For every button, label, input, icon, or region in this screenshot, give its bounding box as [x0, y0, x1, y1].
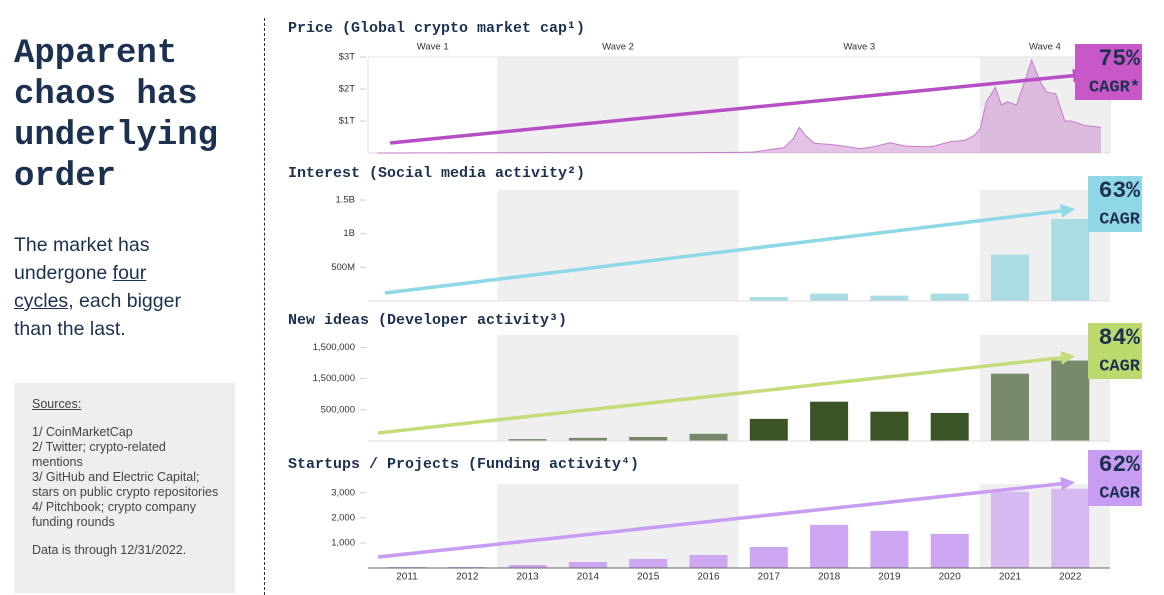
wave-band — [497, 484, 739, 568]
bar — [749, 546, 788, 568]
trend-arrow — [384, 203, 1075, 295]
bar — [629, 558, 668, 568]
bar — [689, 554, 728, 568]
cagr-label: CAGR — [1099, 357, 1141, 376]
source-item: 3/ GitHub and Electric Capital; stars on… — [32, 470, 219, 499]
cagr-label: CAGR — [1099, 210, 1141, 229]
sources-note: Data is through 12/31/2022. — [32, 543, 187, 557]
bar — [870, 411, 909, 441]
bar — [991, 373, 1029, 441]
bar — [508, 439, 547, 441]
divider — [264, 18, 265, 595]
bar — [1051, 218, 1090, 301]
source-item: 4/ Pitchbook; crypto company funding rou… — [32, 500, 196, 529]
y-tick-label: 3,000 — [331, 487, 355, 498]
slide-title: Apparent chaos has underlying order — [14, 35, 219, 196]
cagr-box — [1088, 450, 1142, 506]
bar — [810, 401, 849, 441]
x-tick-label: 2018 — [818, 572, 841, 583]
y-tick-label: 500,000 — [321, 404, 355, 415]
y-tick-label: 1B — [343, 228, 355, 239]
source-item: 2/ Twitter; crypto-related mentions — [32, 440, 166, 469]
wave-band — [497, 190, 739, 301]
bar — [870, 295, 909, 301]
y-tick-label: 1,000 — [331, 537, 355, 548]
x-tick-label: 2014 — [577, 572, 600, 583]
bar — [870, 530, 909, 568]
bar — [930, 412, 969, 441]
x-tick-label: 2022 — [1059, 572, 1082, 583]
x-tick-label: 2017 — [758, 572, 781, 583]
cagr-label: CAGR — [1099, 484, 1141, 503]
x-tick-label: 2019 — [878, 572, 901, 583]
x-tick-label: 2020 — [939, 572, 962, 583]
y-tick-label: 1,500,000 — [313, 342, 355, 353]
source-item: 1/ CoinMarketCap — [32, 425, 133, 439]
plot-frame — [367, 56, 1111, 154]
wave-label: Wave 4 — [1029, 42, 1061, 53]
bar — [568, 437, 607, 441]
body-text: , each bigger than the last. — [14, 290, 181, 340]
y-tick-label: 500M — [331, 262, 355, 273]
x-tick-label: 2012 — [456, 572, 479, 583]
bar — [568, 561, 607, 568]
trend-arrow — [377, 350, 1075, 435]
bar — [930, 533, 969, 568]
x-tick-label: 2013 — [516, 572, 539, 583]
bar — [1051, 488, 1090, 568]
chart-title: Interest (Social media activity²) — [288, 165, 585, 182]
cagr-label: CAGR* — [1089, 78, 1140, 97]
sources-box: Sources: 1/ CoinMarketCap 2/ Twitter; cr… — [14, 383, 235, 593]
trend-arrow — [377, 476, 1075, 559]
bar — [810, 524, 849, 568]
wave-label: Wave 2 — [602, 42, 634, 53]
area-fill — [377, 60, 1101, 154]
chart-title: New ideas (Developer activity³) — [288, 312, 567, 329]
bar — [508, 564, 547, 568]
sources-heading: Sources: — [32, 397, 82, 411]
bar — [388, 566, 426, 568]
wave-band — [497, 57, 739, 153]
chart-title: Startups / Projects (Funding activity⁴) — [288, 456, 639, 473]
x-tick-label: 2015 — [637, 572, 660, 583]
x-tick-label: 2011 — [396, 572, 418, 583]
bar — [991, 254, 1029, 301]
cagr-box — [1088, 176, 1142, 232]
y-tick-label: $2T — [339, 84, 356, 95]
chart-title: Price (Global crypto market cap¹) — [288, 20, 585, 37]
wave-label: Wave 3 — [843, 42, 875, 53]
y-tick-label: 2,000 — [331, 512, 355, 523]
bar — [629, 436, 668, 441]
y-tick-label: $1T — [339, 116, 356, 127]
bar — [991, 491, 1029, 568]
trend-arrow — [389, 68, 1087, 145]
bar — [749, 418, 788, 441]
wave-label: Wave 1 — [417, 42, 449, 53]
cagr-value: 63% — [1099, 178, 1141, 204]
x-tick-label: 2021 — [999, 572, 1022, 583]
bar — [749, 296, 788, 301]
bar — [1051, 360, 1090, 441]
cagr-box — [1075, 44, 1142, 100]
y-tick-label: $3T — [339, 52, 356, 63]
y-tick-label: 1.5B — [335, 195, 355, 206]
cagr-box — [1088, 323, 1142, 379]
slide-body: The market has undergone four cycles, ea… — [14, 231, 206, 343]
body-text: The market has undergone — [14, 234, 150, 284]
cagr-value: 62% — [1099, 452, 1141, 478]
price-line — [376, 58, 1102, 154]
wave-band — [497, 335, 739, 441]
y-tick-label: 1,500,000 — [313, 373, 355, 384]
bar — [810, 293, 849, 301]
bar — [689, 433, 728, 441]
cagr-value: 75% — [1099, 46, 1141, 72]
cagr-value: 84% — [1099, 325, 1141, 351]
x-tick-label: 2016 — [697, 572, 720, 583]
body-emphasis: four cycles — [14, 262, 147, 312]
bar — [930, 293, 969, 301]
bar — [448, 566, 487, 568]
